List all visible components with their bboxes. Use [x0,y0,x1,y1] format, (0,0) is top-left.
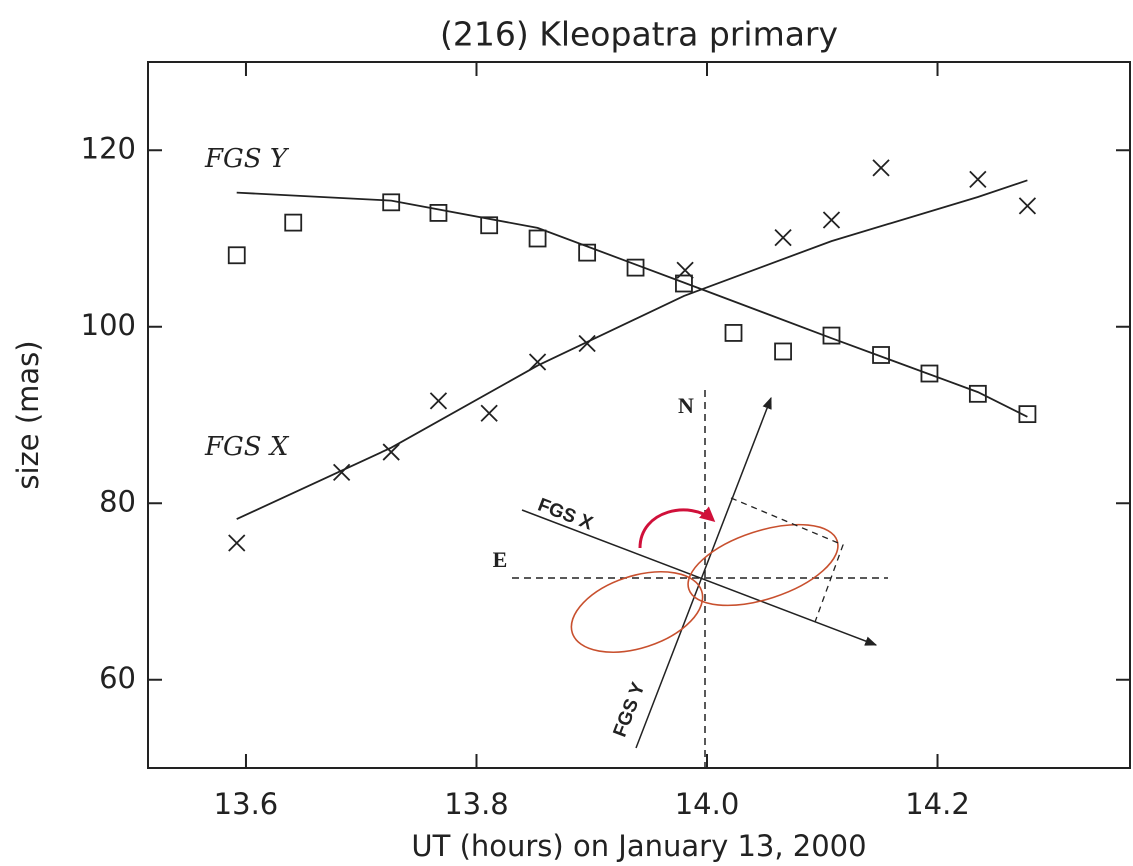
y-tick-label: 60 [99,661,136,695]
cross-marker [430,393,446,409]
square-marker [430,205,446,221]
x-tick-label: 14.2 [905,787,970,821]
square-marker [530,231,546,247]
series-label: FGS X [204,432,290,462]
rotation-arrow [640,510,713,548]
plot-frame [148,62,1130,768]
inset-diagram: N E FGS X FGS Y [493,390,888,768]
east-label: E [493,547,508,572]
fit-curve [237,193,1028,417]
ellipse-right [678,509,847,622]
series-label: FGS Y [204,144,290,174]
fit-curve [237,180,1028,519]
cross-marker [1019,198,1035,214]
chart: (216) Kleopatra primary UT (hours) on Ja… [0,0,1133,866]
square-marker [285,215,301,231]
cross-marker [823,212,839,228]
cross-marker [775,230,791,246]
y-tick-label: 100 [81,308,136,342]
x-tick-label: 13.8 [444,787,509,821]
square-marker [229,247,245,263]
square-marker [726,325,742,341]
north-label: N [678,393,694,418]
square-marker [775,343,791,359]
x-tick-label: 13.6 [214,787,279,821]
square-marker [970,386,986,402]
cross-marker [229,535,245,551]
cross-marker [579,336,595,352]
fgs-y-axis [636,398,771,748]
fgs-y-label: FGS Y [610,679,650,740]
y-tick-label: 80 [99,484,136,518]
cross-marker [383,444,399,460]
chart-title: (216) Kleopatra primary [440,15,838,54]
cross-marker [873,160,889,176]
x-axis-label: UT (hours) on January 13, 2000 [411,829,866,863]
cross-marker [481,405,497,421]
y-tick-label: 120 [81,131,136,165]
x-tick-label: 14.0 [675,787,740,821]
cross-marker [970,171,986,187]
y-axis-label: size (mas) [11,340,45,489]
fgs-x-label: FGS X [535,495,596,535]
